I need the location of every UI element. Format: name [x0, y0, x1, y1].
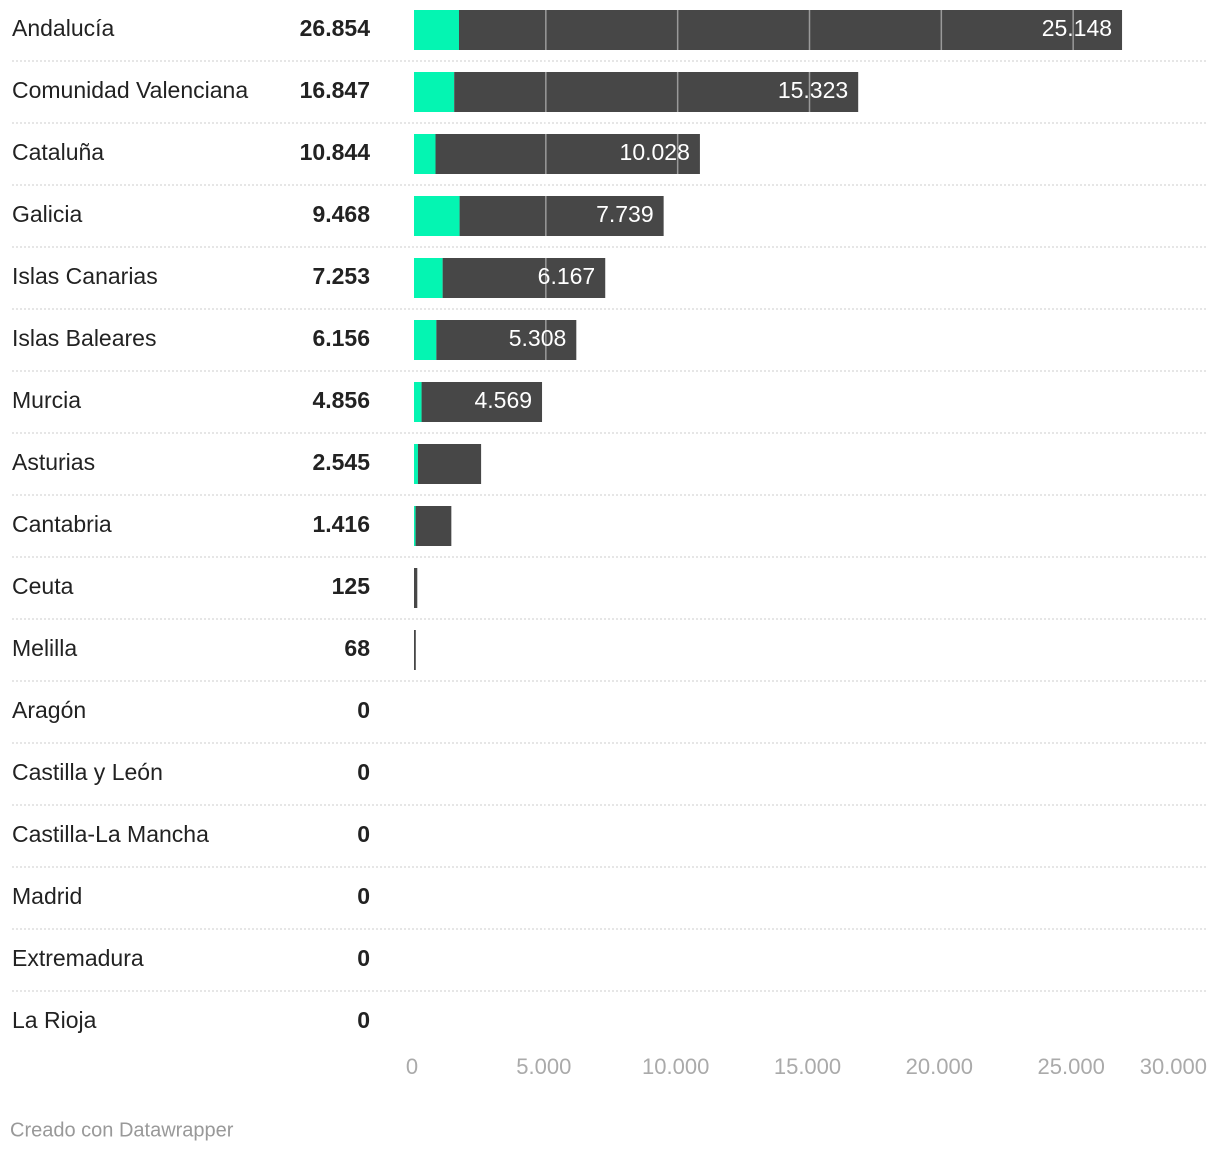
category-label: Islas Baleares	[12, 325, 156, 351]
category-label: Castilla y León	[12, 759, 163, 785]
footer: Creado con Datawrapper	[10, 1119, 234, 1141]
bar-segment	[458, 10, 1123, 50]
category-label: Galicia	[12, 201, 83, 227]
x-tick-label: 30.000	[1140, 1054, 1207, 1079]
bar-segment	[415, 506, 452, 546]
bar-segment	[435, 134, 700, 174]
category-label: Ceuta	[12, 573, 74, 599]
total-label: 0	[357, 759, 370, 785]
total-label: 16.847	[300, 77, 370, 103]
bar-segment	[421, 382, 543, 422]
total-label: 26.854	[300, 15, 371, 41]
category-label: Andalucía	[12, 15, 115, 41]
x-tick-label: 20.000	[906, 1054, 973, 1079]
value-label: 25.148	[1042, 15, 1112, 41]
total-label: 9.468	[312, 201, 370, 227]
total-label: 0	[357, 883, 370, 909]
category-label: La Rioja	[12, 1007, 97, 1033]
total-label: 2.545	[312, 449, 370, 475]
bar-segment	[417, 444, 482, 484]
bar-segment	[442, 258, 606, 298]
total-label: 0	[357, 821, 370, 847]
bar-segment	[414, 568, 418, 608]
category-label: Cantabria	[12, 511, 112, 537]
total-label: 125	[332, 573, 371, 599]
category-label: Islas Canarias	[12, 263, 158, 289]
category-label: Castilla-La Mancha	[12, 821, 209, 847]
total-label: 10.844	[300, 139, 371, 165]
total-label: 0	[357, 945, 370, 971]
category-label: Cataluña	[12, 139, 104, 165]
bar-segment	[436, 320, 577, 360]
value-label: 4.569	[474, 387, 532, 413]
total-label: 6.156	[312, 325, 370, 351]
value-label: 7.739	[596, 201, 654, 227]
total-label: 0	[357, 1007, 370, 1033]
bar-segment	[414, 72, 455, 112]
total-label: 68	[344, 635, 370, 661]
x-tick-label: 0	[406, 1054, 418, 1079]
value-label: 6.167	[538, 263, 596, 289]
total-label: 7.253	[312, 263, 370, 289]
x-tick-label: 15.000	[774, 1054, 841, 1079]
total-label: 1.416	[312, 511, 370, 537]
x-tick-label: 25.000	[1038, 1054, 1105, 1079]
value-label: 5.308	[509, 325, 567, 351]
category-label: Aragón	[12, 697, 86, 723]
value-label: 10.028	[620, 139, 690, 165]
bar-segment	[459, 196, 664, 236]
value-label: 15.323	[778, 77, 848, 103]
bar-segment	[414, 506, 416, 546]
category-label: Murcia	[12, 387, 81, 413]
bar-segment	[414, 630, 416, 670]
bar-segment	[414, 134, 436, 174]
category-label: Comunidad Valenciana	[12, 77, 248, 103]
bar-segment	[414, 382, 422, 422]
bar-segment	[414, 444, 418, 484]
category-label: Melilla	[12, 635, 77, 661]
category-label: Madrid	[12, 883, 82, 909]
category-label: Asturias	[12, 449, 95, 475]
bar-segment	[414, 258, 443, 298]
bar-segment	[414, 10, 459, 50]
category-label: Extremadura	[12, 945, 144, 971]
x-tick-label: 5.000	[516, 1054, 571, 1079]
total-label: 4.856	[312, 387, 370, 413]
bar-segment	[454, 72, 859, 112]
bar-segment	[414, 320, 437, 360]
total-label: 0	[357, 697, 370, 723]
x-tick-label: 10.000	[642, 1054, 709, 1079]
bar-segment	[414, 196, 460, 236]
